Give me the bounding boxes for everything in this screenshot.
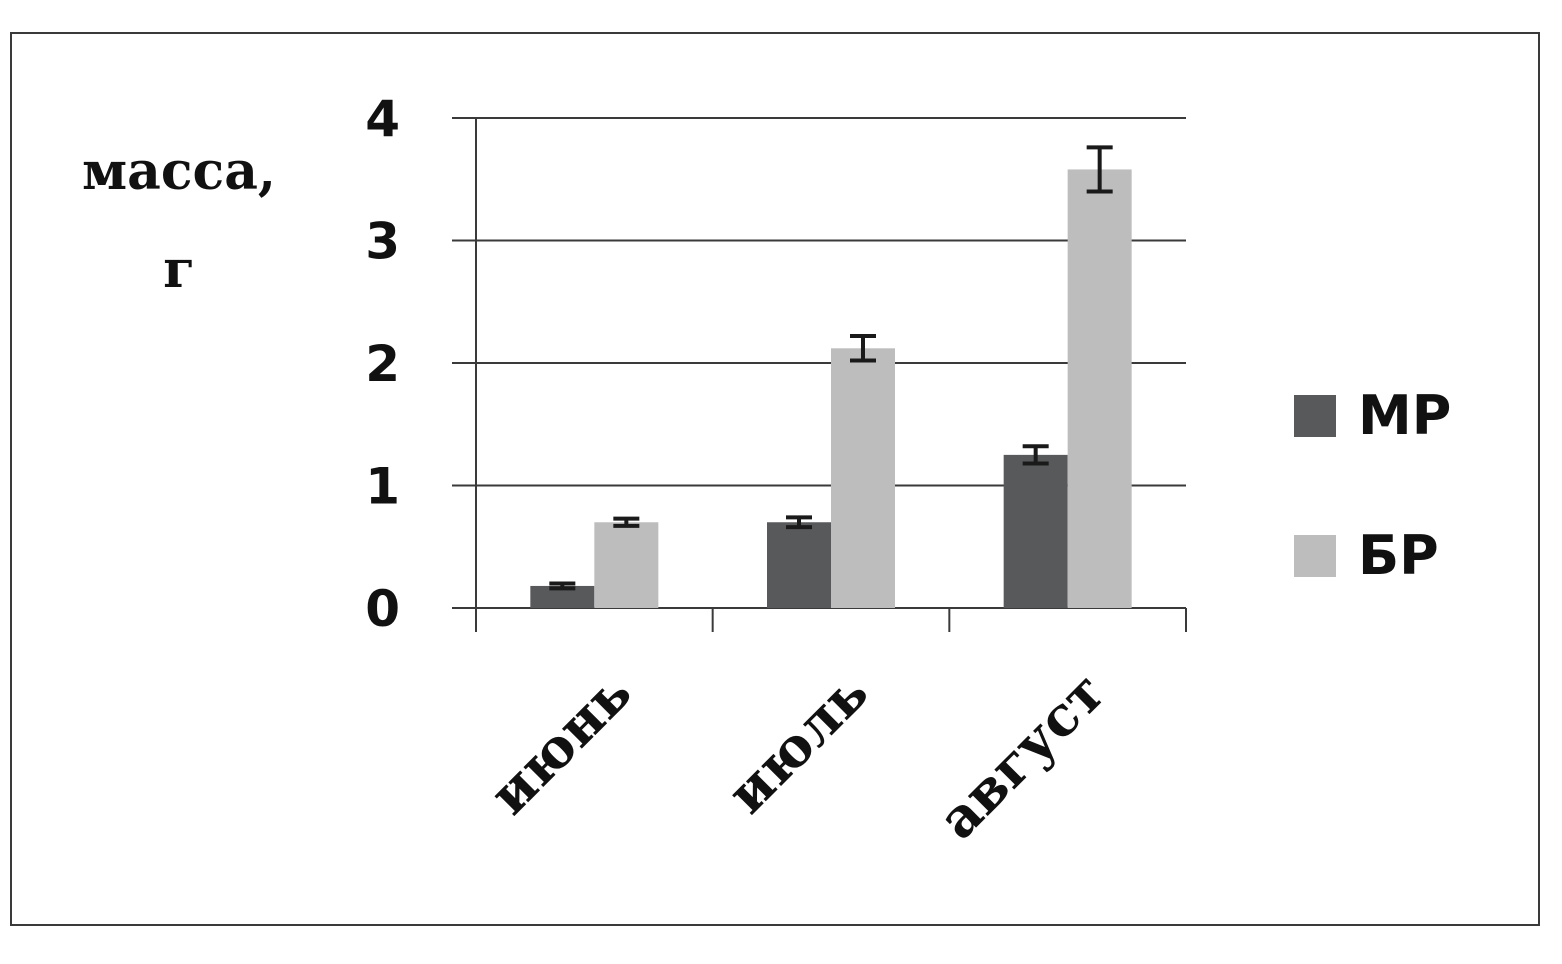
bar-БР-июнь <box>594 522 659 608</box>
legend-swatch-br <box>1294 534 1336 577</box>
legend-item-mr: МР <box>1294 384 1451 447</box>
y-tick-label-3: 3 <box>365 213 400 271</box>
y-axis-label-line-2: г <box>163 239 195 300</box>
bar-МР-июль <box>767 522 831 608</box>
x-tick-label-0: июнь <box>477 660 644 827</box>
y-tick-label-1: 1 <box>365 458 400 516</box>
chart-frame: масса, г 0 1 2 3 4 июнь июль август МР БР <box>10 32 1540 926</box>
bar-МР-август <box>1003 454 1068 608</box>
bar-МР-июнь <box>530 585 595 608</box>
x-tick-label-2: август <box>926 660 1117 851</box>
y-tick-label-0: 0 <box>365 580 400 638</box>
legend-swatch-mr <box>1294 394 1336 437</box>
bar-БР-июль <box>831 348 895 608</box>
legend-label-br: БР <box>1358 524 1439 587</box>
bar-БР-август <box>1067 169 1132 608</box>
y-tick-label-4: 4 <box>365 90 400 148</box>
x-tick-label-1: июль <box>715 660 881 826</box>
bar-chart: 0 1 2 3 4 июнь июль август <box>365 90 1187 851</box>
y-tick-label-2: 2 <box>365 335 400 393</box>
y-axis-label-line-1: масса, <box>82 141 276 202</box>
legend-item-br: БР <box>1294 524 1439 587</box>
legend-label-mr: МР <box>1358 384 1452 447</box>
